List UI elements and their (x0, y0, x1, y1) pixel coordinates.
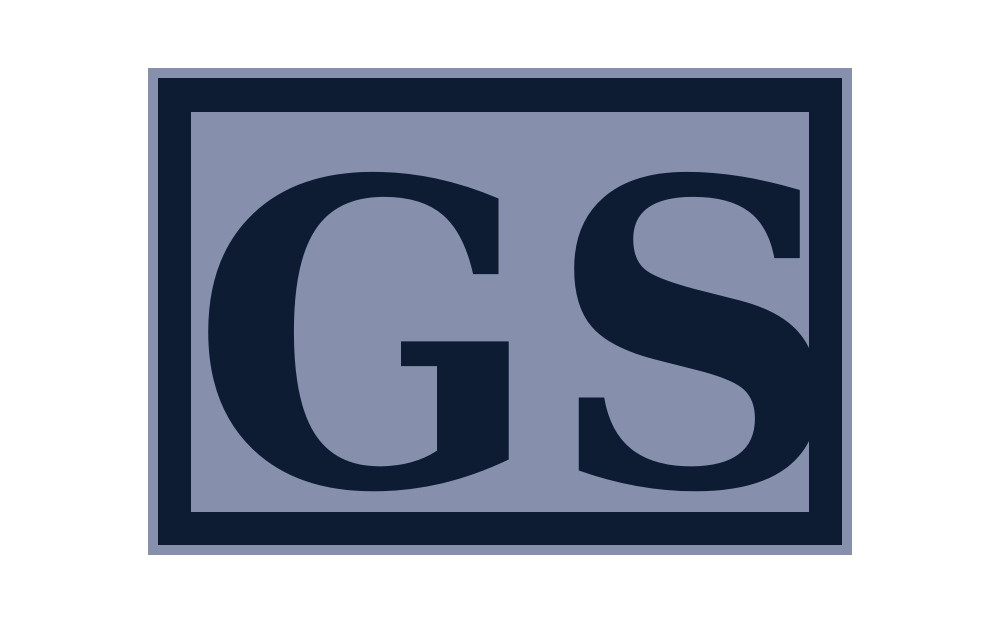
logo-frame: GS (158, 78, 843, 548)
gs-logo: GS (148, 68, 852, 555)
logo-inner-panel: GS (191, 112, 843, 548)
logo-monogram: GS (191, 88, 850, 586)
